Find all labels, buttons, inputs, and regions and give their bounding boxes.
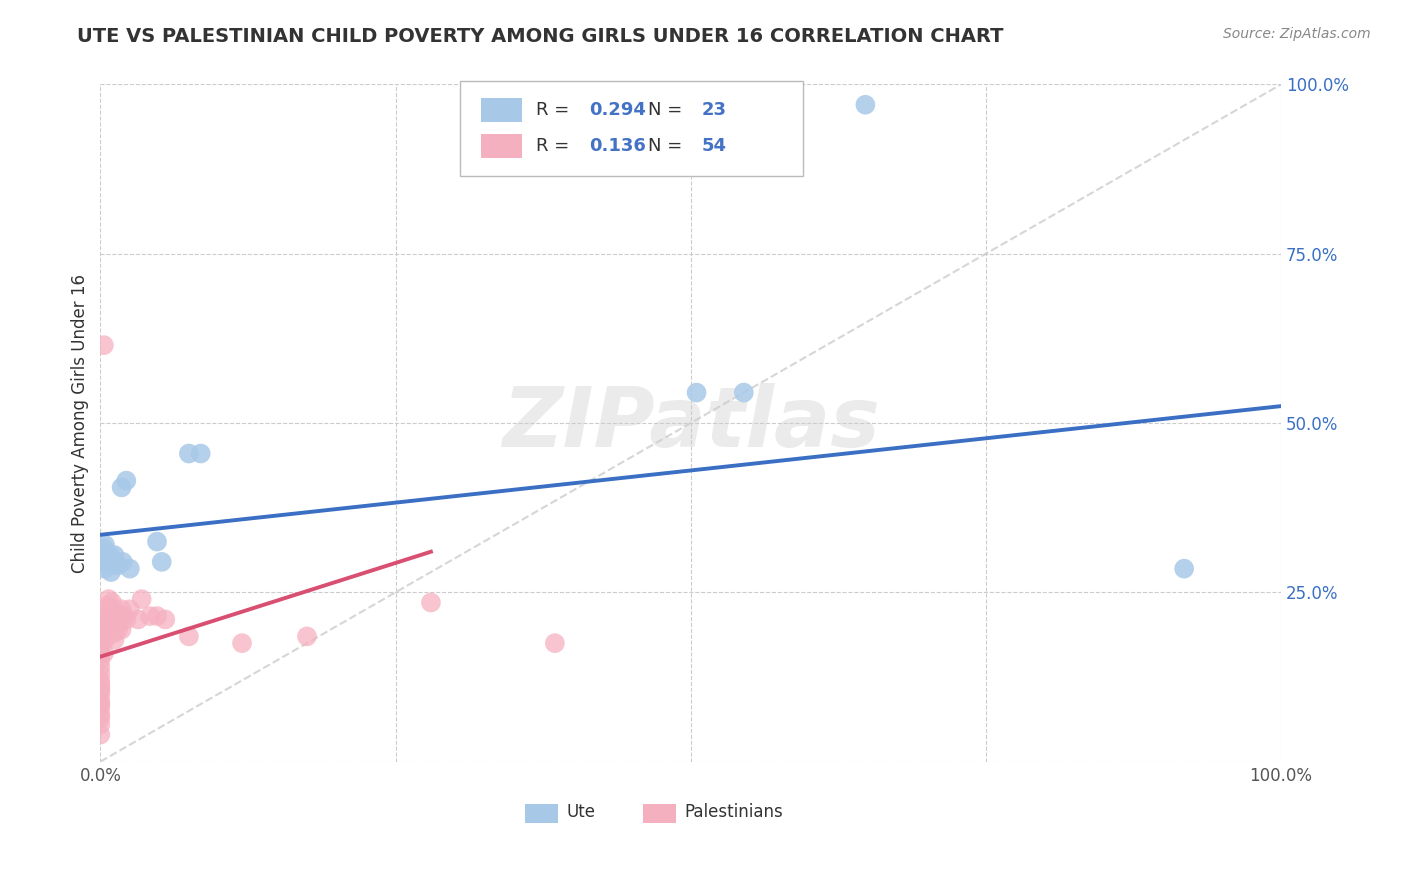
- Point: [89, 707, 111, 722]
- FancyBboxPatch shape: [460, 81, 803, 176]
- Point: [93, 646, 115, 660]
- Point: [146, 609, 169, 624]
- Point: [295, 629, 318, 643]
- Point: [98, 555, 121, 569]
- Point: [139, 609, 162, 624]
- Point: [110, 602, 132, 616]
- Point: [108, 609, 131, 624]
- Point: [100, 612, 122, 626]
- Point: [98, 626, 121, 640]
- Point: [107, 558, 129, 573]
- Point: [89, 646, 111, 660]
- Text: ZIPatlas: ZIPatlas: [502, 383, 880, 464]
- Point: [89, 640, 111, 654]
- Point: [101, 602, 124, 616]
- Point: [94, 538, 117, 552]
- Point: [89, 697, 111, 711]
- Point: [100, 565, 122, 579]
- Point: [103, 626, 125, 640]
- Point: [98, 615, 121, 630]
- Point: [94, 562, 117, 576]
- Point: [112, 609, 135, 624]
- Point: [96, 619, 118, 633]
- Point: [110, 623, 132, 637]
- FancyBboxPatch shape: [481, 134, 522, 158]
- Point: [190, 446, 212, 460]
- Point: [127, 612, 149, 626]
- Text: N =: N =: [648, 101, 688, 119]
- Point: [89, 660, 111, 674]
- Y-axis label: Child Poverty Among Girls Under 16: Child Poverty Among Girls Under 16: [72, 274, 89, 573]
- Point: [89, 700, 111, 714]
- Point: [231, 636, 253, 650]
- Text: Palestinians: Palestinians: [685, 804, 783, 822]
- Point: [89, 677, 111, 691]
- Point: [101, 595, 124, 609]
- Point: [97, 592, 120, 607]
- Point: [100, 606, 122, 620]
- Point: [111, 555, 134, 569]
- Text: 0.294: 0.294: [589, 101, 645, 119]
- Point: [93, 555, 115, 569]
- Text: Source: ZipAtlas.com: Source: ZipAtlas.com: [1223, 27, 1371, 41]
- Point: [118, 602, 141, 616]
- Point: [104, 612, 127, 626]
- Point: [103, 632, 125, 647]
- Point: [89, 711, 111, 725]
- Point: [93, 548, 115, 562]
- Point: [118, 562, 141, 576]
- Point: [100, 555, 122, 569]
- Text: 54: 54: [702, 136, 727, 154]
- FancyBboxPatch shape: [526, 804, 558, 822]
- Text: N =: N =: [648, 136, 688, 154]
- Point: [89, 653, 111, 667]
- Point: [89, 680, 111, 694]
- Point: [89, 694, 111, 708]
- Point: [94, 626, 117, 640]
- Point: [89, 673, 111, 688]
- Point: [98, 548, 121, 562]
- Point: [96, 612, 118, 626]
- Point: [96, 606, 118, 620]
- Point: [93, 632, 115, 647]
- Point: [177, 629, 200, 643]
- Point: [544, 636, 567, 650]
- Point: [110, 480, 132, 494]
- Point: [89, 687, 111, 701]
- Point: [93, 541, 115, 556]
- Point: [853, 97, 876, 112]
- Point: [115, 612, 138, 626]
- Point: [89, 666, 111, 681]
- Point: [107, 623, 129, 637]
- Point: [89, 717, 111, 731]
- Point: [93, 338, 115, 352]
- FancyBboxPatch shape: [644, 804, 676, 822]
- Point: [94, 632, 117, 647]
- Point: [150, 555, 173, 569]
- Point: [107, 612, 129, 626]
- Point: [108, 615, 131, 630]
- Point: [96, 599, 118, 613]
- Point: [131, 592, 153, 607]
- Point: [103, 548, 125, 562]
- Point: [177, 446, 200, 460]
- Point: [685, 385, 707, 400]
- Point: [419, 595, 441, 609]
- Point: [146, 534, 169, 549]
- Point: [89, 683, 111, 698]
- Text: UTE VS PALESTINIAN CHILD POVERTY AMONG GIRLS UNDER 16 CORRELATION CHART: UTE VS PALESTINIAN CHILD POVERTY AMONG G…: [77, 27, 1004, 45]
- Point: [155, 612, 177, 626]
- Text: Ute: Ute: [567, 804, 596, 822]
- Text: 0.136: 0.136: [589, 136, 645, 154]
- Point: [115, 474, 138, 488]
- Text: R =: R =: [536, 136, 575, 154]
- Point: [1173, 562, 1195, 576]
- Text: R =: R =: [536, 101, 575, 119]
- Point: [733, 385, 755, 400]
- Text: 23: 23: [702, 101, 727, 119]
- FancyBboxPatch shape: [481, 98, 522, 121]
- Point: [89, 728, 111, 742]
